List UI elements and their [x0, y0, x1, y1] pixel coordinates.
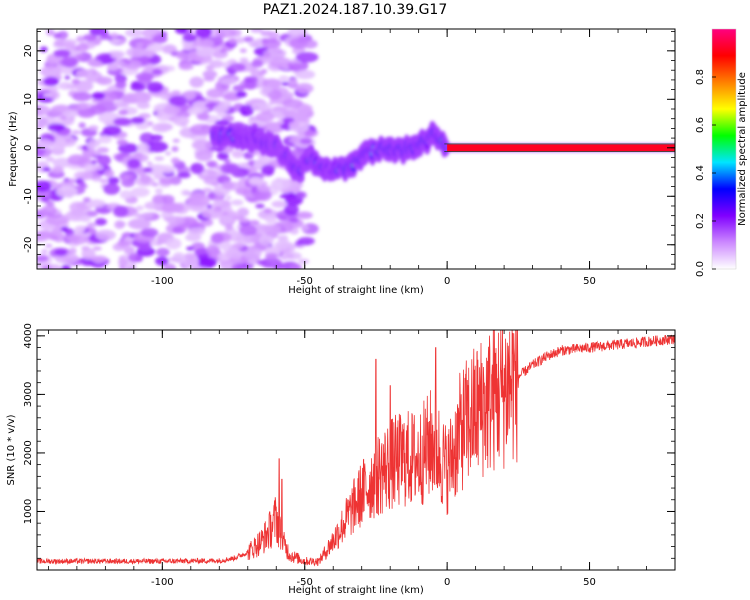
y-tick-label: 4000: [23, 323, 34, 348]
colorbar-tick-label: 0.2: [695, 213, 706, 229]
bottom-x-axis-label: Height of straight line (km): [288, 585, 424, 596]
top-x-axis-label: Height of straight line (km): [288, 285, 424, 296]
ridge-core: [447, 144, 675, 152]
x-tick-label: 0: [444, 577, 450, 588]
x-tick-label: -100: [151, 577, 174, 588]
y-tick-label: -10: [23, 188, 34, 204]
x-tick-label: -100: [151, 276, 174, 287]
y-tick-label: 3000: [23, 382, 34, 407]
y-tick-label: 20: [23, 44, 34, 57]
snr-panel: -100 -50 0 50 1000 2000 3000 4000 Height of str…: [6, 323, 676, 596]
y-tick-label: -20: [23, 237, 34, 253]
y-tick-label: 10: [23, 93, 34, 106]
y-tick-label: 0: [23, 145, 34, 151]
colorbar-tick-label: 0.4: [695, 165, 706, 181]
x-tick-label: -50: [297, 276, 313, 287]
colorbar-label: Normalized spectral amplitude: [737, 72, 748, 226]
x-tick-label: 50: [583, 276, 596, 287]
x-tick-label: 0: [444, 276, 450, 287]
y-tick-label: 2000: [23, 440, 34, 465]
spectrogram-heatmap: [37, 29, 675, 269]
noise-speckle: [37, 29, 319, 269]
x-tick-label: -50: [297, 577, 313, 588]
colorbar: 0.0 0.2 0.4 0.6 0.8 Normalized spectral ampl…: [695, 28, 748, 277]
colorbar-tick-label: 0.0: [695, 261, 706, 277]
top-y-axis-label: Frequency (Hz): [8, 111, 19, 187]
y-tick-label: 1000: [23, 499, 34, 524]
bottom-y-axis-label: SNR (10 * v/v): [6, 414, 17, 485]
snr-series-line: [37, 330, 675, 567]
colorbar-tick-label: 0.6: [695, 117, 706, 133]
signal-ridge: [209, 120, 675, 182]
chart-title: PAZ1.2024.187.10.39.G17: [263, 2, 448, 18]
colorbar-tick-label: 0.8: [695, 69, 706, 85]
x-tick-label: 50: [583, 577, 596, 588]
